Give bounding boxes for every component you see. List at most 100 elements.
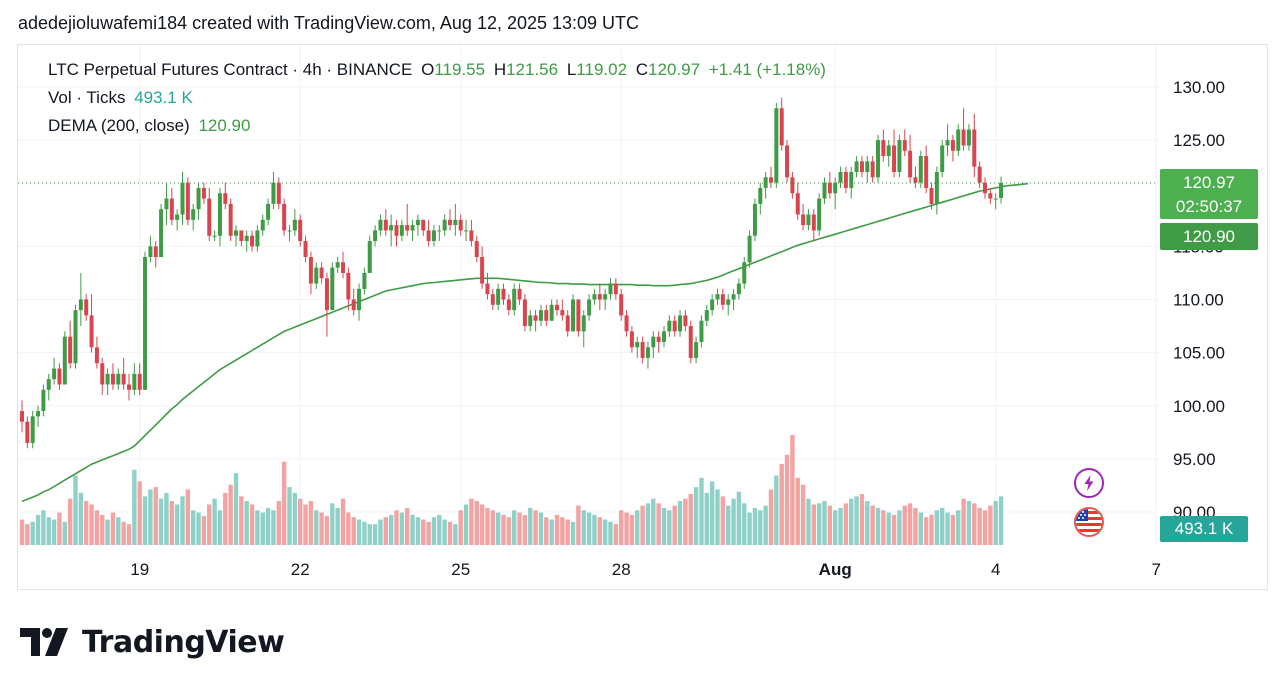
volume-bar: [142, 496, 148, 545]
volume-bar: [758, 510, 763, 545]
volume-bar: [715, 489, 720, 545]
candle-body: [715, 294, 720, 300]
volume-bar: [239, 496, 244, 545]
dema-price-tag: 120.90: [1160, 223, 1258, 250]
candle-body: [196, 187, 201, 210]
candle-body: [287, 230, 292, 232]
tradingview-logo[interactable]: TradingView: [20, 622, 285, 662]
candle-body: [731, 294, 736, 300]
candle-body: [833, 182, 838, 194]
us-flag-icon[interactable]: [1074, 507, 1104, 537]
candle-body: [865, 161, 870, 172]
volume-bar: [763, 505, 768, 545]
candle-body: [897, 140, 902, 172]
candle-body: [399, 225, 404, 236]
x-tick-label: 22: [291, 560, 310, 579]
candle-body: [415, 219, 420, 226]
candle-body: [367, 241, 372, 273]
candle-body: [950, 140, 955, 151]
candle-body: [688, 326, 693, 358]
candle-body: [522, 299, 527, 327]
candle-body: [78, 299, 83, 311]
candle-body: [84, 299, 89, 316]
volume-bar: [485, 507, 490, 545]
x-tick-label: 19: [130, 560, 149, 579]
candle-body: [560, 310, 565, 316]
volume-bar: [30, 521, 35, 545]
candle-body: [314, 267, 319, 284]
price-chart[interactable]: 130.00125.00115.00110.00105.00100.0095.0…: [18, 45, 1269, 591]
volume-bar: [67, 498, 73, 545]
volume-bar: [105, 519, 110, 545]
candle-body: [341, 262, 345, 273]
volume-bar: [913, 507, 918, 545]
candle-body: [683, 315, 688, 327]
candle-body: [89, 315, 94, 348]
candle-body: [164, 198, 169, 210]
volume-bar: [624, 512, 629, 545]
candle-body: [501, 288, 506, 300]
candle-body: [763, 177, 768, 188]
candle-body: [827, 182, 832, 194]
volume-bar: [619, 510, 624, 545]
volume-bar: [426, 521, 431, 545]
candle-body: [351, 299, 356, 311]
volume-bar: [768, 489, 774, 545]
candle-body: [41, 389, 46, 412]
candle-body: [250, 235, 255, 247]
candle-body: [394, 225, 399, 236]
volume-bar: [260, 512, 265, 545]
last-price-value: 120.97: [1183, 173, 1235, 192]
volume-bar: [886, 512, 891, 545]
y-tick-label: 125.00: [1173, 131, 1225, 150]
candle-body: [597, 294, 602, 300]
volume-bar: [672, 505, 677, 545]
candle-body: [699, 320, 704, 342]
volume-bar: [308, 501, 314, 545]
candle-body: [234, 230, 238, 236]
volume-bar: [265, 507, 271, 545]
volume-bar: [35, 514, 41, 545]
volume-bar: [576, 505, 581, 545]
candle-body: [94, 347, 99, 364]
tradingview-wordmark: TradingView: [82, 624, 285, 660]
volume-bar: [292, 492, 298, 545]
candle-body: [934, 172, 939, 204]
volume-bar: [158, 498, 164, 545]
volume-bar: [961, 498, 966, 545]
chart-frame[interactable]: 130.00125.00115.00110.00105.00100.0095.0…: [17, 44, 1268, 590]
volume-bar: [431, 517, 437, 545]
candle-body: [62, 336, 67, 385]
volume-bar: [469, 498, 474, 545]
candle-body: [635, 342, 640, 348]
volume-bar: [640, 505, 645, 545]
volume-bar: [522, 514, 528, 545]
axes: 130.00125.00115.00110.00105.00100.0095.0…: [18, 78, 1225, 579]
candle-body: [442, 219, 447, 231]
volume-bar: [378, 519, 383, 545]
volume-bar: [201, 516, 207, 545]
candle-body: [720, 294, 725, 305]
candle-body: [175, 214, 180, 220]
candle-body: [437, 230, 442, 232]
candle-body: [512, 288, 517, 311]
candle-body: [565, 315, 570, 332]
lightning-icon[interactable]: [1074, 468, 1104, 498]
candle-body: [918, 156, 923, 183]
volume-bar: [137, 481, 142, 545]
volume-bar: [356, 519, 362, 545]
volume-bar: [592, 514, 597, 545]
volume-bar: [78, 492, 84, 545]
volume-bar: [249, 504, 255, 545]
volume-bar: [993, 501, 998, 545]
candle-body: [30, 416, 35, 443]
candle-body: [929, 187, 934, 204]
candle-body: [576, 299, 581, 332]
volume-bar: [581, 510, 586, 545]
candle-body: [431, 230, 436, 242]
candle-body: [260, 219, 265, 231]
candle-body: [881, 140, 886, 157]
volume-bar: [383, 517, 388, 545]
volume-bar: [89, 504, 94, 545]
candle-body: [25, 421, 30, 443]
